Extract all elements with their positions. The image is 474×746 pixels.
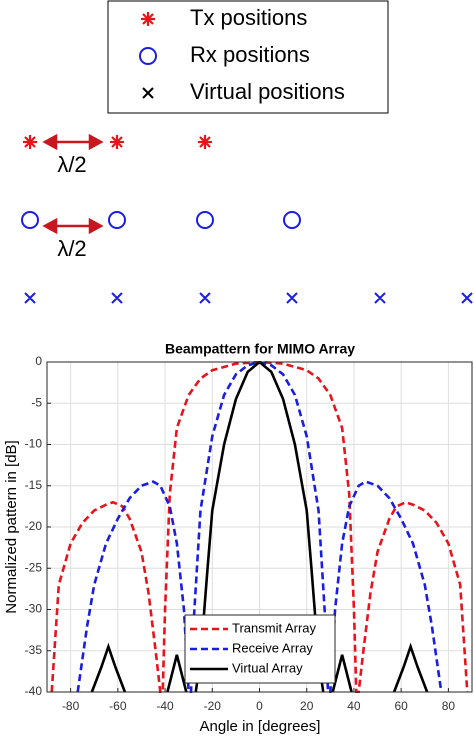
virtual-positions [24,292,473,304]
legend-label: Rx positions [190,42,310,67]
y-tick-label: -10 [25,437,43,451]
tx-marker [141,12,155,26]
tx-positions [23,135,212,149]
x-axis-label: Angle in [degrees] [200,718,321,735]
legend-label: Receive Array [232,640,313,655]
legend-label: Transmit Array [232,620,317,635]
x-tick-label: 60 [394,699,408,713]
y-tick-label: -15 [25,478,43,492]
rx-positions [21,211,301,229]
y-tick-label: -20 [25,519,43,533]
x-tick-label: 80 [442,699,456,713]
x-tick-label: 20 [300,699,314,713]
x-tick-label: -20 [204,699,222,713]
spacing-label: λ/2 [57,236,86,261]
y-tick-label: -35 [25,643,43,657]
x-tick-label: 40 [347,699,361,713]
x-tick-label: -80 [62,699,80,713]
y-tick-label: -30 [25,602,43,616]
virtual-marker [142,87,154,99]
plot-frame [46,361,473,693]
y-tick-label: 0 [35,354,42,368]
legend-box [184,614,336,684]
spacing-arrow [42,133,104,151]
spacing-arrow [42,217,104,235]
y-tick-label: -25 [25,560,43,574]
legend-label: Virtual Array [232,660,303,675]
x-tick-label: -60 [109,699,127,713]
y-tick-label: -40 [25,684,43,698]
chart-title: Beampattern for MIMO Array [165,341,355,357]
x-tick-label: -40 [156,699,174,713]
y-axis-label: Normalized pattern in [dB] [3,440,20,613]
x-tick-label: 0 [256,699,263,713]
y-tick-label: -5 [31,395,42,409]
legend-label: Virtual positions [190,79,345,104]
rx-marker [139,47,157,65]
legend-label: Tx positions [190,5,307,30]
spacing-label: λ/2 [57,152,86,177]
